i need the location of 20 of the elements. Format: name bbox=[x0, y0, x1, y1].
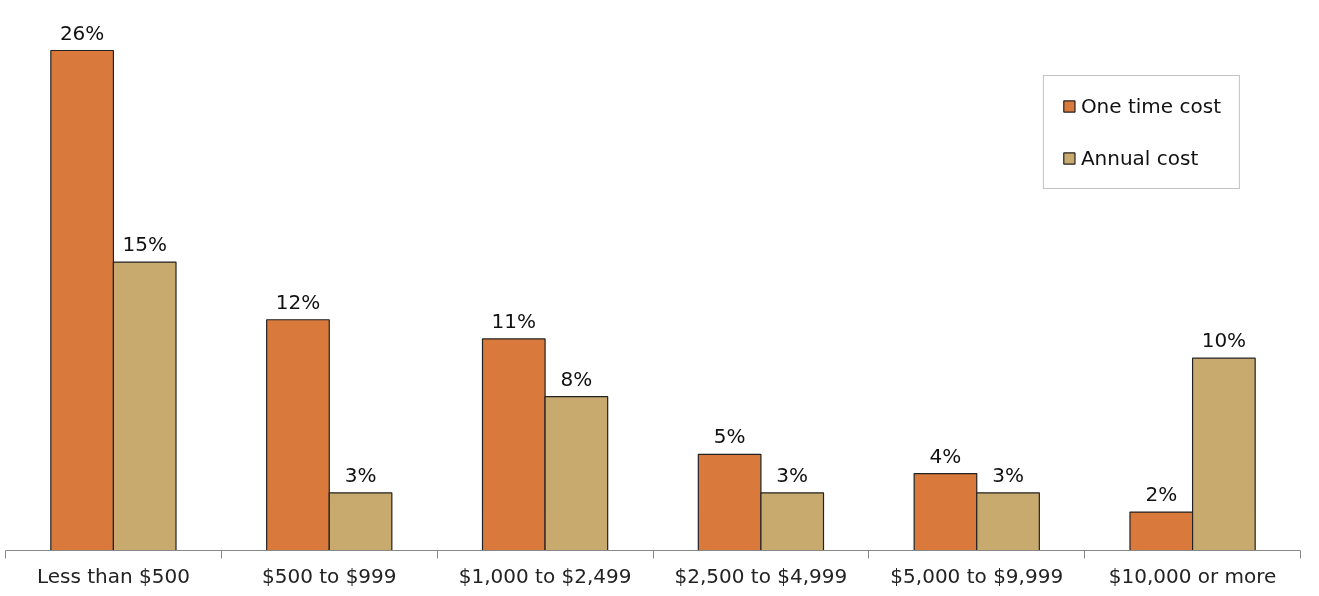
data-label: 3% bbox=[776, 462, 809, 487]
data-label: 8% bbox=[560, 366, 593, 391]
x-tick-label: Less than $500 bbox=[36, 563, 190, 588]
data-label: 11% bbox=[491, 308, 537, 333]
data-label: 12% bbox=[275, 289, 321, 314]
data-label: 3% bbox=[344, 462, 377, 487]
x-tick-label: $10,000 or more bbox=[1108, 563, 1277, 588]
x-tick-label: $1,000 to $2,499 bbox=[458, 563, 632, 588]
legend-label: One time cost bbox=[1080, 94, 1221, 118]
legend-label: Annual cost bbox=[1080, 146, 1199, 170]
data-label: 3% bbox=[992, 462, 1024, 487]
data-label: 4% bbox=[929, 443, 962, 468]
data-label: 5% bbox=[713, 424, 746, 449]
x-tick-label: $500 to $999 bbox=[261, 563, 397, 588]
data-label: 15% bbox=[122, 232, 167, 257]
data-label: 26% bbox=[59, 20, 105, 45]
data-label: 2% bbox=[1145, 482, 1178, 507]
x-tick-label: $5,000 to $9,999 bbox=[890, 563, 1064, 588]
data-label: 10% bbox=[1201, 328, 1247, 353]
x-tick-label: $2,500 to $4,999 bbox=[674, 563, 848, 588]
